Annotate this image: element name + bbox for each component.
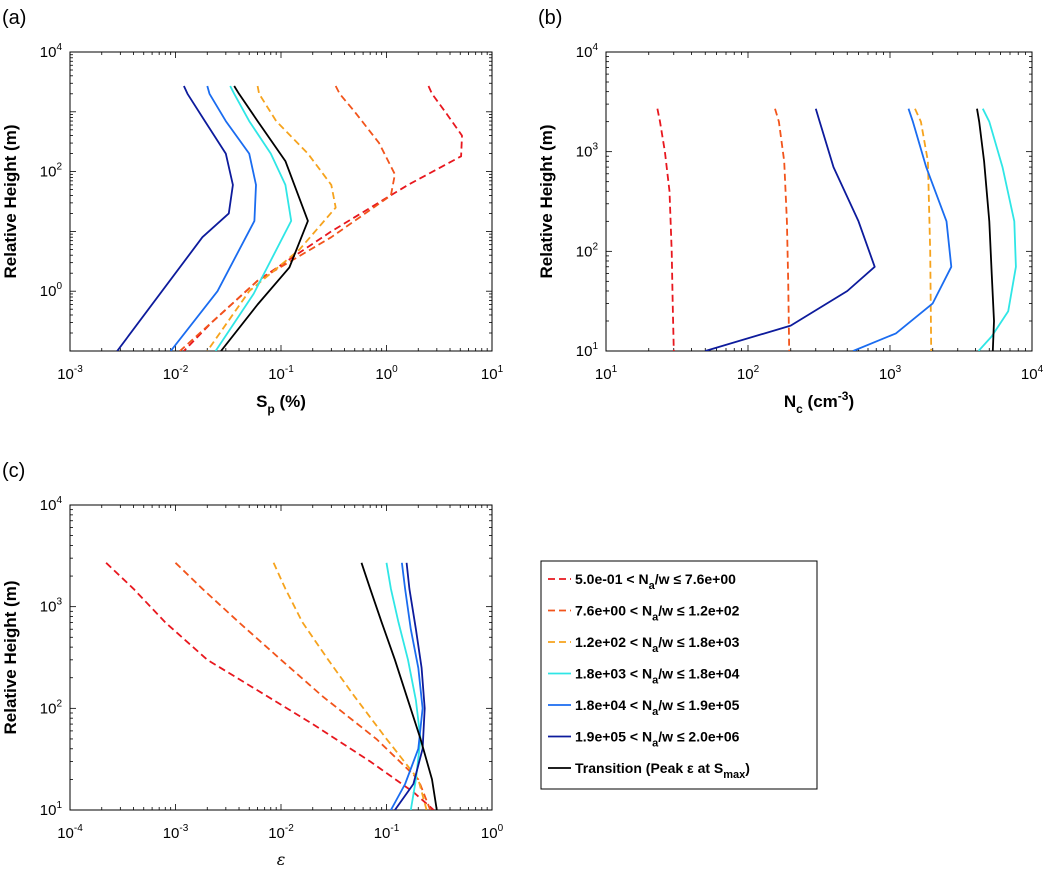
series-line-navy	[394, 562, 426, 810]
legend-entry-label: 1.2e+02 < Na/w ≤ 1.8e+03	[575, 634, 740, 655]
series-line-blue	[390, 562, 424, 810]
series-line-orange_red	[774, 108, 791, 351]
panel-a: 10-3 10-2 10-1 100 101 100 102 104 Relative Heig…	[1, 42, 504, 416]
y-tick-label: 102	[40, 162, 63, 181]
legend-entry-label: 1.8e+03 < Na/w ≤ 1.8e+04	[575, 666, 740, 687]
series-line-black	[360, 562, 438, 810]
legend-entry-label: 1.8e+04 < Na/w ≤ 1.9e+05	[575, 697, 740, 718]
y-axis-label: Relative Height (m)	[1, 125, 20, 279]
x-tick-label: 101	[481, 364, 504, 383]
series-line-black	[976, 108, 995, 351]
panel-b: 101 102 103 104 101 102 103 104 Relative Height …	[537, 42, 1044, 416]
series-line-orange_red	[179, 85, 396, 351]
legend: 5.0e-01 < Na/w ≤ 7.6e+00 7.6e+00 < Na/w ≤…	[540, 560, 818, 790]
x-tick-label: 101	[595, 364, 618, 383]
x-tick-label: 100	[375, 364, 398, 383]
x-tick-label: 102	[737, 364, 760, 383]
series-line-red	[183, 85, 463, 351]
series-line-orange	[914, 108, 933, 351]
plot-frame	[69, 51, 493, 352]
x-axis-label: Sp (%)	[256, 392, 306, 416]
x-tick-label: 10-4	[57, 823, 83, 842]
y-tick-label: 102	[40, 698, 63, 717]
series-line-navy	[116, 85, 234, 351]
series-line-cyan	[214, 85, 293, 351]
series-line-red	[105, 562, 435, 810]
x-tick-label: 10-3	[163, 823, 189, 842]
series-line-black	[220, 85, 309, 351]
y-tick-label: 102	[576, 241, 599, 260]
y-tick-label: 101	[40, 800, 63, 819]
series-line-red	[656, 108, 675, 351]
series-line-orange	[206, 85, 337, 351]
series-line-cyan	[977, 108, 1017, 351]
panel-label-c: (c)	[2, 460, 25, 482]
series-line-blue	[852, 108, 953, 351]
series-line-navy	[705, 108, 876, 351]
x-tick-label: 100	[481, 823, 504, 842]
legend-box	[540, 560, 818, 790]
plot-frame	[69, 504, 493, 811]
y-tick-label: 104	[576, 42, 599, 61]
y-tick-label: 103	[576, 142, 599, 161]
y-tick-label: 104	[40, 42, 63, 61]
series-line-orange_red	[174, 562, 432, 810]
panel-label-a: (a)	[2, 7, 26, 29]
legend-entry-label: 1.9e+05 < Na/w ≤ 2.0e+06	[575, 729, 740, 750]
y-tick-label: 104	[40, 495, 63, 514]
x-axis-label: Nc (cm-3)	[784, 389, 854, 416]
x-tick-label: 10-1	[374, 823, 400, 842]
legend-entry-label: 7.6e+00 < Na/w ≤ 1.2e+02	[575, 603, 740, 624]
panel-label-b: (b)	[538, 7, 562, 29]
x-tick-label: 103	[879, 364, 902, 383]
y-tick-label: 100	[40, 281, 63, 300]
x-tick-label: 10-2	[163, 364, 189, 383]
panel-c: 10-4 10-3 10-2 10-1 100 101 102 103 104 Relative …	[1, 495, 504, 869]
y-axis-label: Relative Height (m)	[537, 125, 556, 279]
legend-entry-label: Transition (Peak ε at Smax)	[575, 760, 750, 781]
y-tick-label: 103	[40, 597, 63, 616]
y-axis-label: Relative Height (m)	[1, 581, 20, 735]
legend-entry-label: 5.0e-01 < Na/w ≤ 7.6e+00	[575, 571, 736, 592]
series-line-orange	[272, 562, 428, 810]
y-tick-label: 101	[576, 341, 599, 360]
x-tick-label: 104	[1021, 364, 1044, 383]
plot-frame	[605, 51, 1033, 352]
x-axis-label: ε	[277, 850, 286, 869]
x-tick-label: 10-2	[268, 823, 294, 842]
x-tick-label: 10-3	[57, 364, 83, 383]
x-tick-label: 10-1	[268, 364, 294, 383]
series-line-blue	[169, 85, 257, 351]
